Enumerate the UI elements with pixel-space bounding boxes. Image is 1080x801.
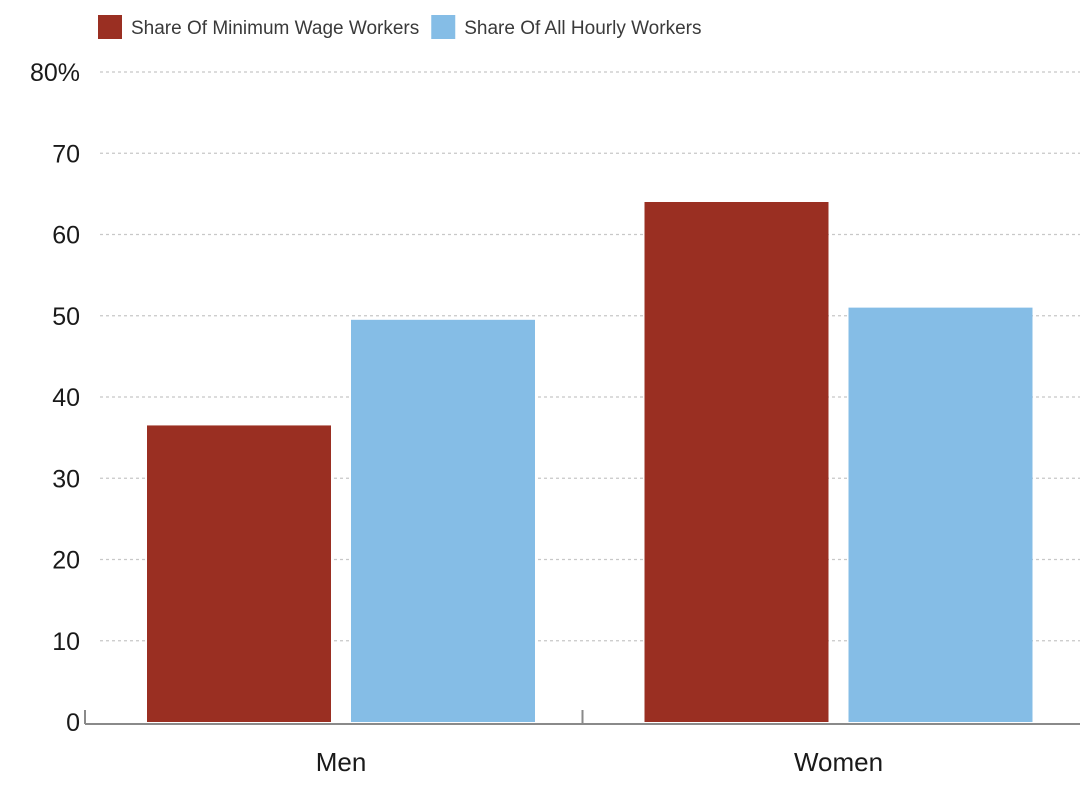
bar-women-series-2: [848, 307, 1033, 722]
bar-men-series-2: [351, 319, 535, 722]
x-category-label: Men: [316, 747, 367, 777]
legend-label: Share Of All Hourly Workers: [464, 18, 701, 39]
bars: [147, 202, 1033, 722]
bar-women-series-1: [644, 202, 829, 722]
y-tick-label: 50: [52, 303, 80, 331]
legend: Share Of Minimum Wage Workers Share Of Al…: [98, 15, 701, 39]
y-tick-label: 30: [52, 465, 80, 493]
y-tick-label: 40: [52, 384, 80, 412]
legend-swatch: [431, 15, 456, 39]
x-axis-category-labels: Men Women: [316, 747, 883, 777]
axes: [84, 710, 1080, 725]
y-tick-label: 20: [52, 547, 80, 575]
y-tick-label: 0: [66, 709, 80, 737]
legend-label: Share Of Minimum Wage Workers: [131, 18, 419, 39]
y-axis-tick-labels: 0 10 20 30 40 50 60 70 80%: [30, 59, 80, 737]
legend-swatch: [98, 15, 122, 39]
x-category-label: Women: [794, 747, 883, 777]
y-tick-label: 60: [52, 222, 80, 250]
y-tick-label: 80%: [30, 59, 80, 87]
y-tick-label: 10: [52, 628, 80, 656]
bar-men-series-1: [147, 425, 331, 722]
y-tick-label: 70: [52, 140, 80, 168]
